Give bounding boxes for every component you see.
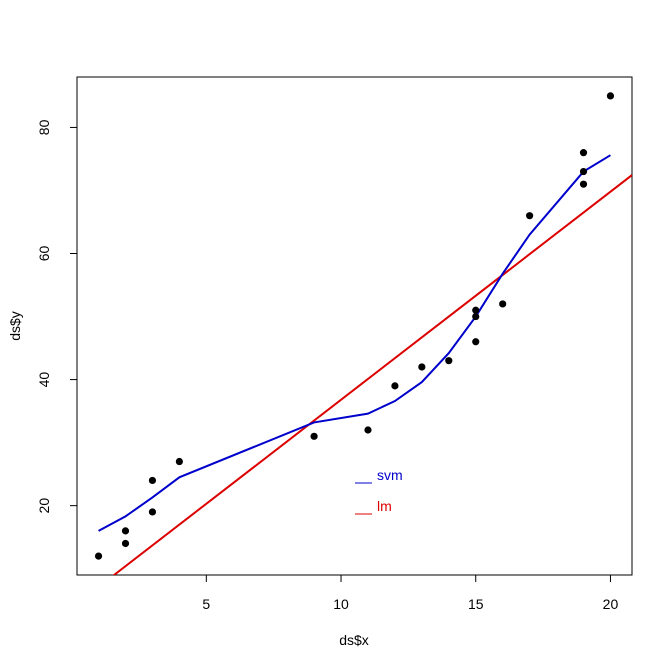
data-point [94, 552, 103, 560]
plot-area [94, 92, 632, 575]
data-point [472, 338, 480, 346]
data-point [364, 426, 372, 434]
y-axis: 20 40 60 80 [36, 119, 77, 513]
y-axis-title: ds$y [7, 311, 23, 341]
data-point [526, 212, 534, 220]
data-point [148, 476, 157, 485]
lm-regression-line [112, 174, 632, 575]
data-point [472, 306, 480, 314]
data-point [445, 357, 453, 365]
data-point [579, 167, 588, 176]
data-points [94, 92, 615, 560]
x-axis-title: ds$x [339, 632, 369, 648]
data-point [148, 508, 157, 516]
legend-svm-label: svm [377, 467, 403, 483]
legend-lm-label: lm [377, 498, 392, 514]
data-point [391, 382, 399, 390]
x-tick-label: 5 [202, 596, 210, 612]
data-point [121, 527, 130, 535]
x-axis: 5 10 15 20 [202, 575, 618, 612]
x-tick-label: 20 [603, 596, 619, 612]
x-tick-label: 10 [333, 596, 349, 612]
y-tick-label: 60 [36, 246, 52, 262]
data-point [418, 363, 426, 371]
data-point [499, 300, 507, 308]
data-point [579, 180, 588, 188]
plot-box [76, 76, 633, 576]
y-tick-label: 80 [36, 119, 52, 135]
data-point [579, 149, 588, 157]
data-point [606, 92, 615, 100]
legend: svm lm [355, 467, 403, 515]
data-point [472, 312, 480, 321]
data-point [121, 539, 130, 548]
data-point [310, 432, 318, 440]
y-tick-label: 40 [36, 372, 52, 388]
svm-prediction-line [98, 154, 611, 532]
y-tick-label: 20 [36, 498, 52, 514]
x-tick-label: 15 [468, 596, 484, 612]
data-point [175, 457, 183, 466]
